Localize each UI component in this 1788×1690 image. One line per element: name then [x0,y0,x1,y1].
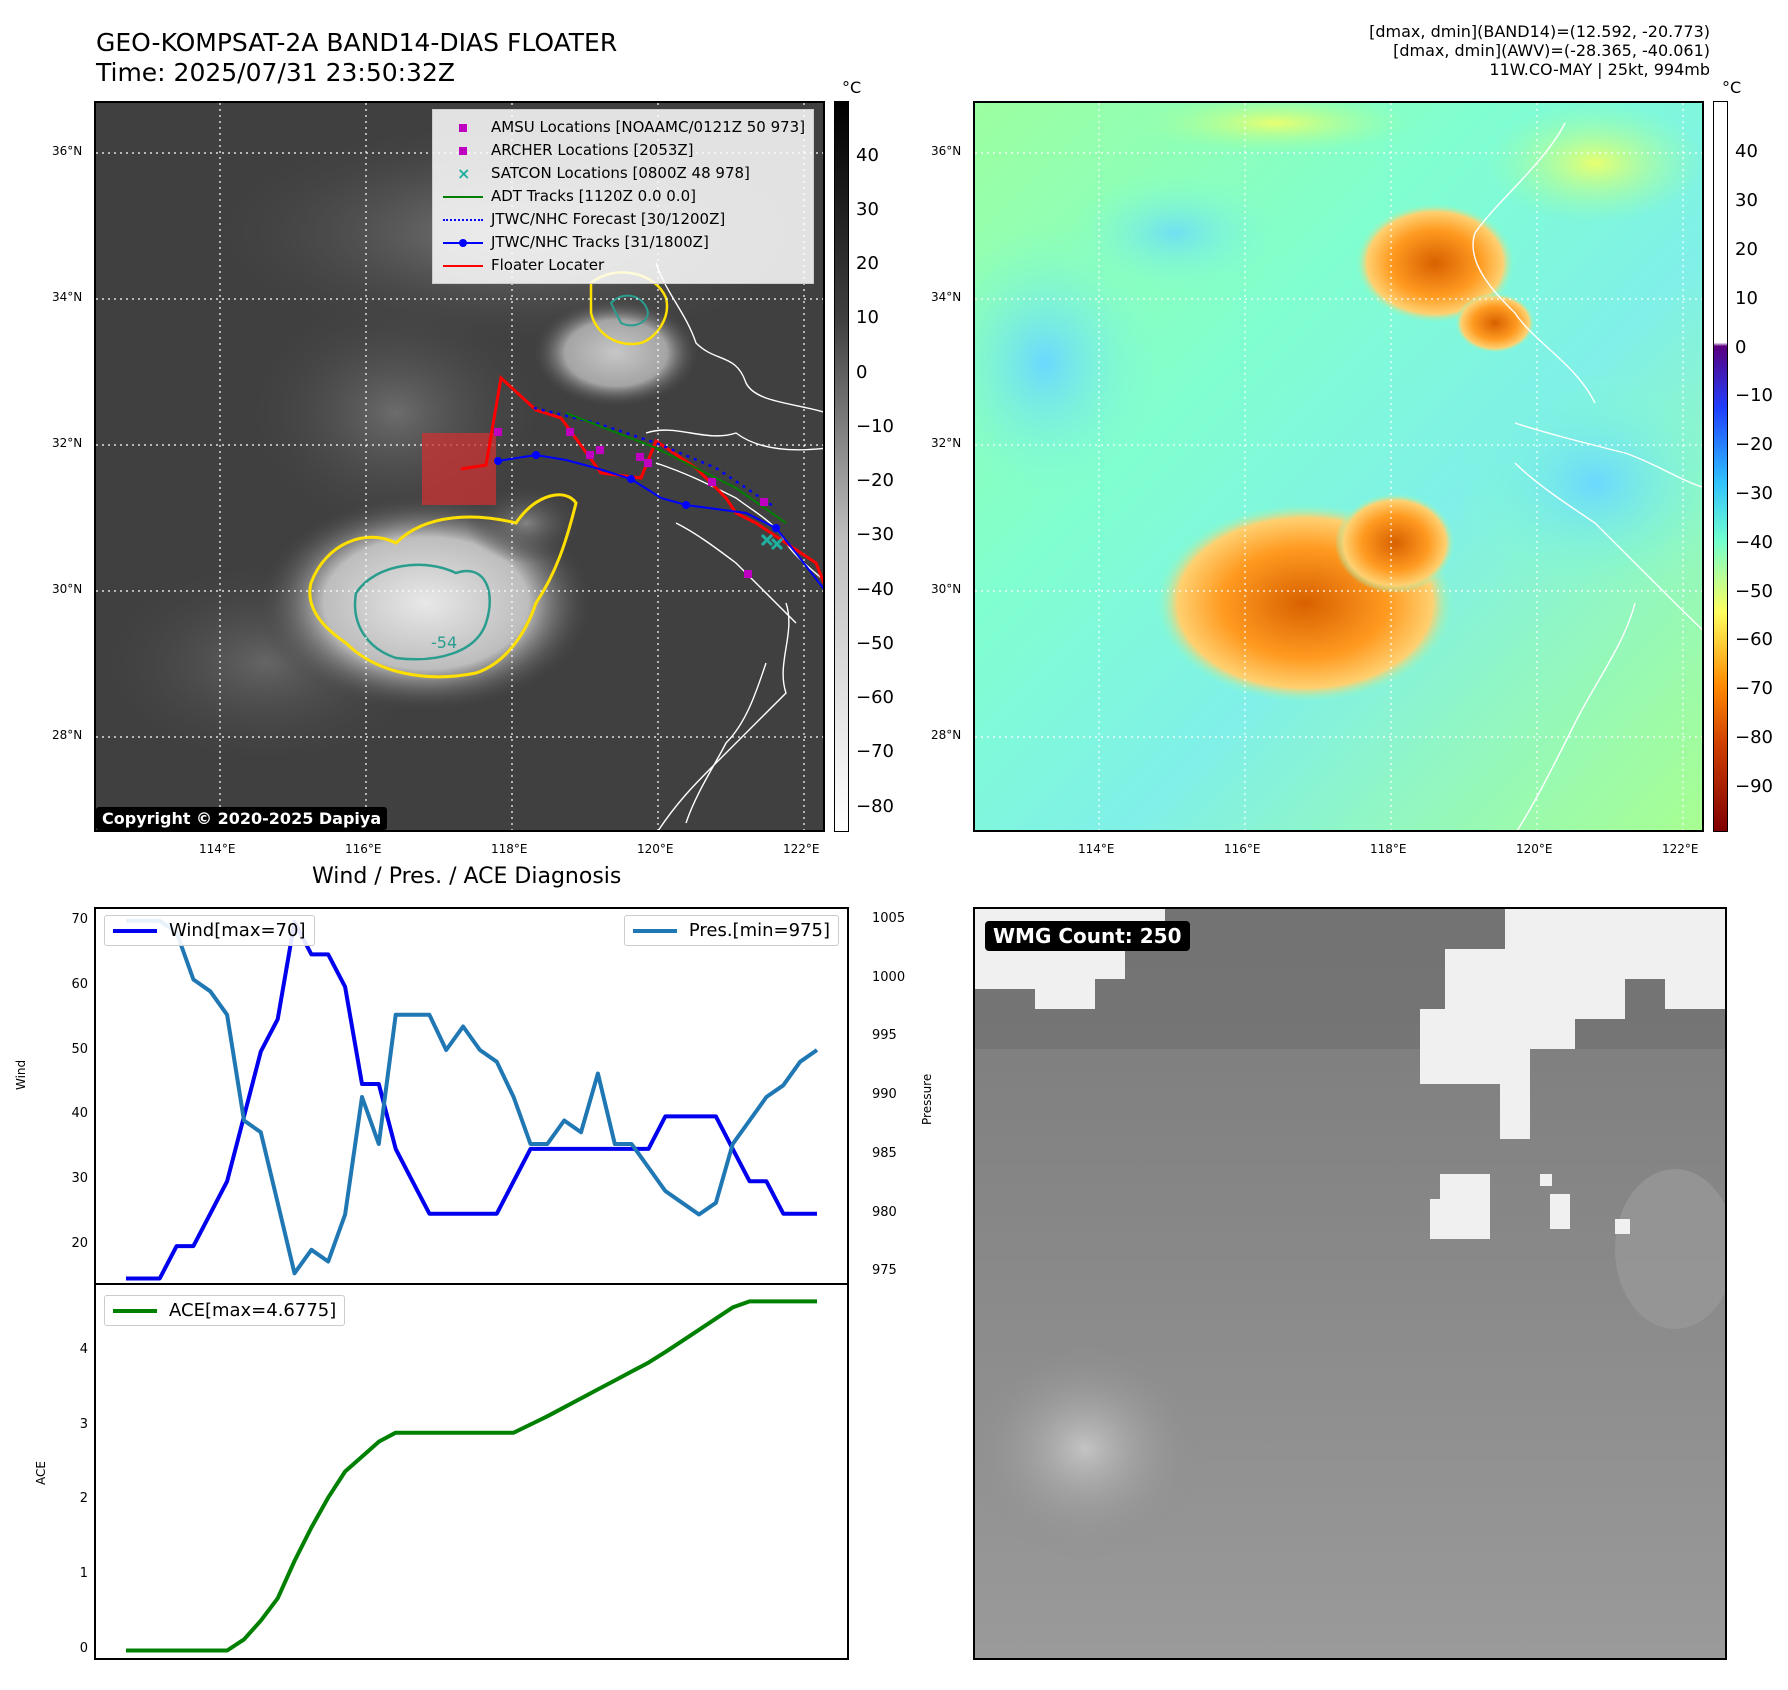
ace-tick-1: 1 [79,1565,88,1581]
ace-tick-2: 2 [79,1491,88,1507]
pressure-axis-label: Pressure [920,1073,934,1125]
jtwc-track-points [494,451,780,532]
ace-plot [126,1299,817,1653]
wind-legend-label: Wind[max=70] [169,920,306,941]
storm-info: 11W.CO-MAY | 25kt, 994mb [1489,60,1710,79]
ir-lon-label-118: 118°E [491,842,528,856]
pressure-tick-1000: 1000 [872,969,906,985]
wv-lat-label-32: 32°N [931,436,962,450]
floater-locater-track [460,375,823,585]
ir-lat-label-34: 34°N [52,290,83,304]
wind-pressure-chart: Wind[max=70] Pres.[min=975] [94,907,849,1285]
diagnosis-title: Wind / Pres. / ACE Diagnosis [312,864,622,889]
legend-item-adt: ADT Tracks [1120Z 0.0 0.0] [441,185,805,208]
ir-map-panel: -54 [94,101,825,832]
wv-colorbar-unit: °C [1722,78,1742,97]
wind-pressure-plot [126,918,819,1281]
wv-lon-label-120: 120°E [1516,842,1553,856]
awv-range: [dmax, dmin](AWV)=(-28.365, -40.061) [1393,41,1710,60]
pressure-series-line [126,918,819,1276]
wind-legend: Wind[max=70] [104,915,315,946]
ir-colorbar-unit: °C [842,78,862,97]
ir-lat-label-28: 28°N [52,728,83,742]
wv-lat-label-36: 36°N [931,144,962,158]
jtwc-track [497,453,823,590]
figure-title: GEO-KOMPSAT-2A BAND14-DIAS FLOATER Time:… [96,28,617,88]
wind-axis-label: Wind [14,1059,28,1090]
ace-series-line [126,1299,817,1653]
wind-tick-70: 70 [71,911,88,927]
pressure-tick-985: 985 [872,1145,897,1161]
pressure-legend-label: Pres.[min=975] [688,920,830,941]
wmg-panel: WMG Count: 250 [973,907,1727,1660]
wind-tick-30: 30 [71,1171,88,1187]
pressure-tick-975: 975 [872,1263,897,1279]
ace-chart: ACE[max=4.6775] [94,1283,849,1660]
pressure-tick-1005: 1005 [872,910,906,926]
ace-y-ticks: 0 1 2 3 4 [40,1283,88,1660]
wind-legend-line [113,928,157,933]
title-line-2: Time: 2025/07/31 23:50:32Z [96,58,455,87]
wv-map-panel [973,101,1704,832]
ace-legend-line [113,1308,157,1313]
wv-lat-label-28: 28°N [931,728,962,742]
wv-lon-label-122: 122°E [1662,842,1699,856]
wv-colorbar [1713,101,1728,832]
title-line-1: GEO-KOMPSAT-2A BAND14-DIAS FLOATER [96,28,618,57]
floater-box [422,433,496,505]
ir-lat-label-32: 32°N [52,436,83,450]
legend-item-satcon: × SATCON Locations [0800Z 48 978] [457,163,750,183]
copyright-badge: Copyright © 2020-2025 Dapiya [96,807,388,830]
ace-tick-3: 3 [79,1416,88,1432]
wind-series-line [126,920,817,1281]
ir-lat-label-36: 36°N [52,144,83,158]
ir-lat-label-30: 30°N [52,582,83,596]
wind-y-ticks: 20 30 40 50 60 70 [40,907,88,1283]
jtwc-forecast-track [533,406,777,510]
wv-colorbar-ticks: 40 30 20 10 0 −10 −20 −30 −40 −50 −60 −7… [1735,141,1773,797]
wind-tick-20: 20 [71,1236,88,1252]
wv-lat-label-30: 30°N [931,582,962,596]
wv-lon-label-114: 114°E [1078,842,1115,856]
legend-item-amsu: AMSU Locations [NOAAMC/0121Z 50 973] [441,116,805,139]
ir-colorbar [834,101,849,832]
pressure-tick-995: 995 [872,1028,897,1044]
pressure-legend: Pres.[min=975] [623,915,839,946]
ir-lon-label-122: 122°E [783,842,820,856]
legend-item-archer: ARCHER Locations [2053Z] [441,139,805,162]
pressure-y-ticks: 975 980 985 990 995 1000 1005 [862,907,922,1283]
map-legend: AMSU Locations [NOAAMC/0121Z 50 973] ARC… [432,109,815,284]
wmg-image [975,909,1725,1658]
contour-label: -54 [431,633,457,652]
wind-tick-50: 50 [71,1041,88,1057]
pressure-tick-990: 990 [872,1087,897,1102]
legend-item-jtwc-tracks: JTWC/NHC Tracks [31/1800Z] [441,231,805,254]
legend-item-forecast: JTWC/NHC Forecast [30/1200Z] [441,208,805,231]
pressure-tick-980: 980 [872,1204,897,1220]
band14-range: [dmax, dmin](BAND14)=(12.592, -20.773) [1369,22,1710,41]
ace-legend: ACE[max=4.6775] [104,1295,346,1326]
wv-lon-label-118: 118°E [1370,842,1407,856]
ir-lon-label-116: 116°E [345,842,382,856]
ir-lon-label-114: 114°E [199,842,236,856]
ace-legend-label: ACE[max=4.6775] [169,1300,337,1321]
legend-item-floater: Floater Locater [441,254,805,277]
wv-map-image [975,103,1702,830]
ir-lon-label-120: 120°E [637,842,674,856]
wv-coastline [1472,122,1702,830]
ace-tick-0: 0 [79,1640,88,1656]
wmg-count-badge: WMG Count: 250 [985,921,1190,951]
wv-lon-label-116: 116°E [1224,842,1261,856]
wind-tick-60: 60 [71,976,88,992]
satcon-points [760,533,784,551]
wind-tick-40: 40 [71,1106,88,1122]
ace-tick-4: 4 [79,1342,88,1358]
data-range-info: [dmax, dmin](BAND14)=(12.592, -20.773) [… [1369,22,1710,79]
ir-colorbar-ticks: 40 30 20 10 0 −10 −20 −30 −40 −50 −60 −7… [856,145,894,817]
amsu-archer-points [494,428,768,578]
wv-gridlines [975,103,1702,830]
wv-lat-label-34: 34°N [931,290,962,304]
pressure-legend-line [632,928,677,933]
